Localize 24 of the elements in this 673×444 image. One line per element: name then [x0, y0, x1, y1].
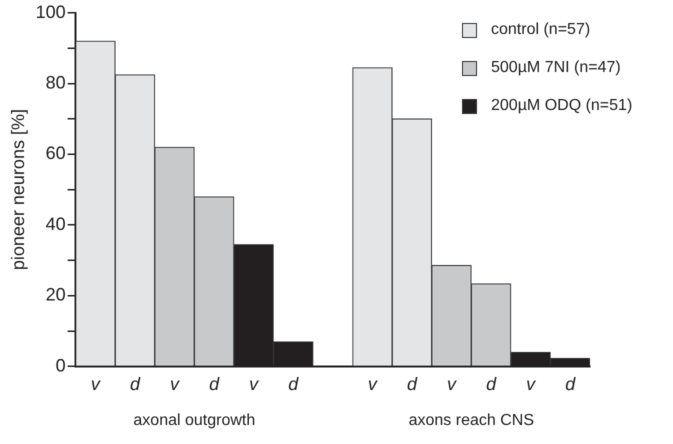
x-tick-label: v	[447, 374, 458, 394]
y-tick-label: 40	[46, 214, 66, 234]
y-tick-label: 60	[46, 143, 66, 164]
x-tick-label: v	[90, 374, 101, 394]
x-tick-label: d	[565, 374, 576, 394]
legend-label: 500µM 7NI (n=47)	[491, 59, 621, 77]
y-tick-label: 20	[46, 284, 66, 305]
x-tick-label: v	[170, 374, 180, 394]
text: axons reach CNS	[408, 412, 534, 429]
y-axis-title: pioneer neurons [%]	[8, 109, 28, 270]
x-tick-label: d	[486, 374, 498, 394]
x-tick-label: v	[249, 374, 260, 394]
x-tick-label: d	[406, 374, 418, 394]
y-tick-label: 100	[36, 2, 66, 22]
x-tick-label: d	[288, 374, 300, 394]
x-tick-label: d	[209, 374, 220, 394]
y-tick-label: 80	[46, 72, 66, 92]
x-tick-label: v	[526, 374, 536, 394]
text: axonal outgrowth	[133, 412, 256, 429]
x-tick-label: d	[130, 374, 141, 394]
legend-label: control (n=57)	[491, 21, 590, 39]
y-tick-label: 0	[56, 355, 66, 376]
x-tick-label: v	[368, 374, 378, 394]
legend-label: 200µM ODQ (n=51)	[491, 97, 632, 115]
